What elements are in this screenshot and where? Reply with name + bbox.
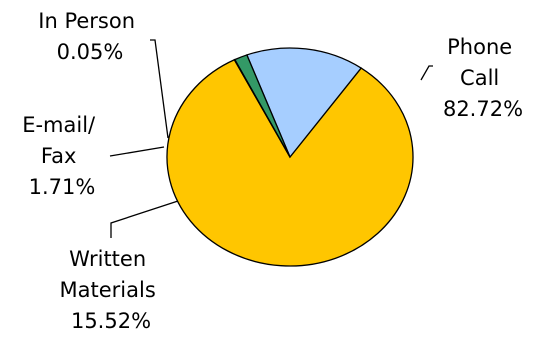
pie-slice-written-materials [245, 47, 363, 159]
label-in-person: In Person 0.05% [38, 9, 141, 64]
label-email-fax-value: 1.71% [29, 175, 96, 199]
leader-email-fax [109, 146, 165, 157]
leader-phone-call [420, 65, 433, 81]
label-in-person-line1: In Person [38, 9, 135, 33]
label-written-materials-line2: Materials [60, 278, 156, 302]
label-email-fax-line1: E-mail/ [22, 113, 96, 137]
label-phone-call: Phone Call 82.72% [443, 35, 523, 121]
label-email-fax-line2: Fax [41, 144, 76, 168]
leader-in-person [150, 39, 169, 139]
label-email-fax: E-mail/ Fax 1.71% [22, 113, 102, 199]
label-phone-call-line2: Call [460, 66, 499, 90]
label-phone-call-line1: Phone [447, 35, 512, 59]
label-written-materials: Written Materials 15.52% [60, 247, 163, 333]
label-phone-call-value: 82.72% [443, 97, 523, 121]
pie-slice-phone-call [166, 58, 414, 267]
leader-written-materials [110, 200, 179, 238]
label-written-materials-value: 15.52% [71, 309, 151, 333]
label-written-materials-line1: Written [69, 247, 146, 271]
pie-slice-in-person [233, 58, 291, 158]
label-in-person-value: 0.05% [57, 40, 124, 64]
pie-slices [166, 47, 414, 267]
